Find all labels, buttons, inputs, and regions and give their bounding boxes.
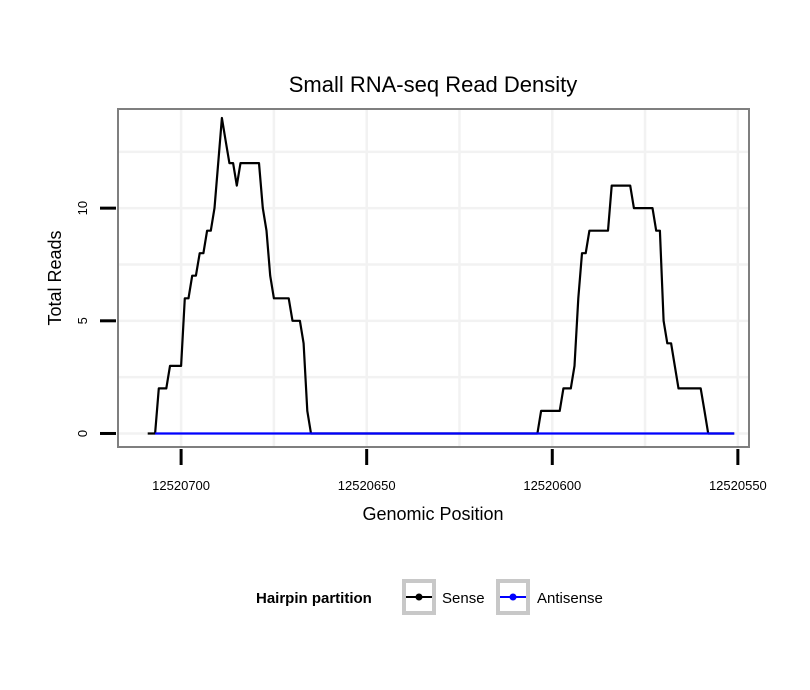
x-tick-label: 12520700: [152, 478, 210, 493]
legend-key-antisense: [496, 579, 530, 615]
series-group: [147, 116, 735, 435]
legend: Hairpin partition Sense Antisense: [256, 579, 603, 615]
legend-label-sense: Sense: [442, 590, 485, 607]
y-axis-ticks: 0 5 10: [75, 201, 116, 437]
x-axis-ticks: 12520700 12520650 12520600 12520550: [152, 449, 767, 493]
legend-label-antisense: Antisense: [537, 590, 603, 607]
y-tick-label: 10: [75, 201, 90, 215]
legend-key-antisense-dot: [509, 593, 517, 601]
x-tick-label: 12520600: [523, 478, 581, 493]
chart-title: Small RNA-seq Read Density: [289, 72, 578, 97]
y-tick-label: 5: [75, 317, 90, 324]
legend-key-sense: [402, 579, 436, 615]
x-tick-label: 12520550: [709, 478, 767, 493]
legend-title: Hairpin partition: [256, 590, 372, 607]
x-axis-title: Genomic Position: [362, 504, 503, 524]
x-tick-label: 12520650: [338, 478, 396, 493]
y-axis-title: Total Reads: [45, 230, 65, 325]
legend-key-sense-dot: [415, 593, 423, 601]
plot-panel: [117, 108, 750, 448]
y-tick-label: 0: [75, 430, 90, 437]
series-line-sense: [147, 116, 735, 435]
